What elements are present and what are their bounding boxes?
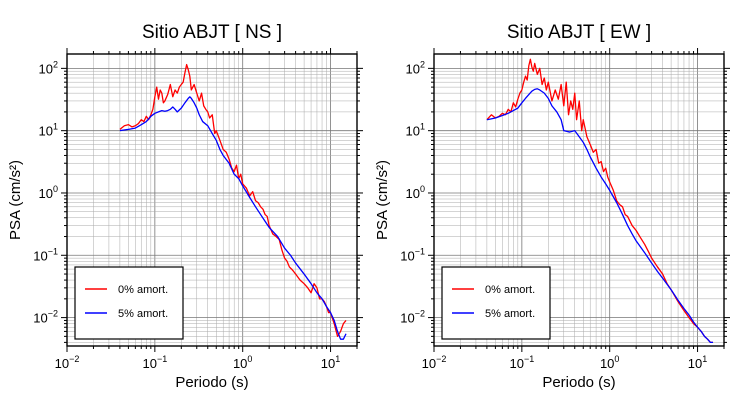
x-tick-label-exponent: −1 (524, 354, 534, 364)
y-tick-label: 100 (39, 184, 58, 201)
grid (433, 54, 725, 346)
y-tick-label-exponent: 2 (53, 59, 58, 69)
y-tick-label-base: 10 (39, 186, 53, 201)
y-tick-label: 101 (39, 122, 58, 139)
x-tick-label-exponent: 1 (335, 354, 340, 364)
x-tick-label: 10−2 (422, 354, 447, 371)
y-tick-label-exponent: −1 (48, 246, 58, 256)
legend-label: 0% amort. (118, 284, 168, 296)
y-tick-label-exponent: −2 (48, 309, 58, 319)
x-tick-label-base: 10 (321, 356, 335, 371)
chart-title: Sitio ABJT [ NS ] (142, 22, 282, 43)
x-tick-label-base: 10 (600, 356, 614, 371)
y-tick-label: 10−1 (33, 246, 58, 263)
x-tick-label-exponent: −1 (157, 354, 167, 364)
y-tick-label-exponent: 1 (420, 122, 425, 132)
x-tick-label-exponent: 1 (702, 354, 707, 364)
y-tick-label-base: 10 (406, 124, 420, 139)
y-tick-label-base: 10 (39, 61, 53, 76)
y-tick-label-exponent: 0 (53, 184, 58, 194)
legend-label: 5% amort. (485, 308, 535, 320)
x-tick-label: 100 (233, 354, 252, 371)
chart-title: Sitio ABJT [ EW ] (507, 22, 651, 43)
legend-box (74, 266, 184, 340)
x-tick-label: 101 (321, 354, 340, 371)
x-tick-label-base: 10 (142, 356, 156, 371)
y-tick-label: 101 (406, 122, 425, 139)
y-tick-label-base: 10 (400, 311, 414, 326)
y-tick-label: 102 (39, 59, 58, 76)
y-tick-label: 102 (406, 59, 425, 76)
x-tick-label: 10−1 (509, 354, 534, 371)
series-line-5pct (119, 96, 347, 340)
legend: 0% amort. 5% amort. (74, 266, 184, 340)
y-tick-label: 10−2 (400, 309, 425, 326)
legend-box (441, 266, 551, 340)
x-axis-label: Periodo (s) (542, 374, 615, 391)
y-tick-label-base: 10 (39, 124, 53, 139)
y-tick-label-exponent: 0 (420, 184, 425, 194)
series-line-5pct (486, 88, 714, 344)
legend: 0% amort. 5% amort. (441, 266, 551, 340)
x-tick-label-base: 10 (688, 356, 702, 371)
plot-frame (433, 53, 725, 347)
x-tick-label: 101 (688, 354, 707, 371)
series-line-0pct (486, 58, 714, 344)
y-tick-label-base: 10 (400, 248, 414, 263)
y-tick-label-exponent: 2 (420, 59, 425, 69)
plot-frame (66, 53, 358, 347)
y-tick-label: 10−1 (400, 246, 425, 263)
y-axis-label: PSA (cm/s²) (7, 160, 24, 240)
x-tick-label-base: 10 (55, 356, 69, 371)
legend-label: 0% amort. (485, 284, 535, 296)
x-axis-label: Periodo (s) (175, 374, 248, 391)
x-tick-label-exponent: 0 (247, 354, 252, 364)
x-tick-label-exponent: −2 (436, 354, 446, 364)
legend-label: 5% amort. (118, 308, 168, 320)
y-tick-label-base: 10 (33, 248, 47, 263)
x-tick-label-base: 10 (509, 356, 523, 371)
x-tick-label-base: 10 (233, 356, 247, 371)
y-tick-label-base: 10 (406, 186, 420, 201)
y-tick-label-exponent: 1 (53, 122, 58, 132)
y-tick-label-base: 10 (33, 311, 47, 326)
y-tick-label-exponent: −2 (415, 309, 425, 319)
x-tick-label: 100 (600, 354, 619, 371)
x-tick-label-exponent: 0 (614, 354, 619, 364)
x-tick-label: 10−2 (55, 354, 80, 371)
y-tick-label-base: 10 (406, 61, 420, 76)
y-tick-label-exponent: −1 (415, 246, 425, 256)
series-line-0pct (119, 63, 347, 338)
y-tick-label: 100 (406, 184, 425, 201)
x-tick-label: 10−1 (142, 354, 167, 371)
y-axis-label: PSA (cm/s²) (374, 160, 391, 240)
x-tick-label-exponent: −2 (69, 354, 79, 364)
x-tick-label-base: 10 (422, 356, 436, 371)
y-tick-label: 10−2 (33, 309, 58, 326)
